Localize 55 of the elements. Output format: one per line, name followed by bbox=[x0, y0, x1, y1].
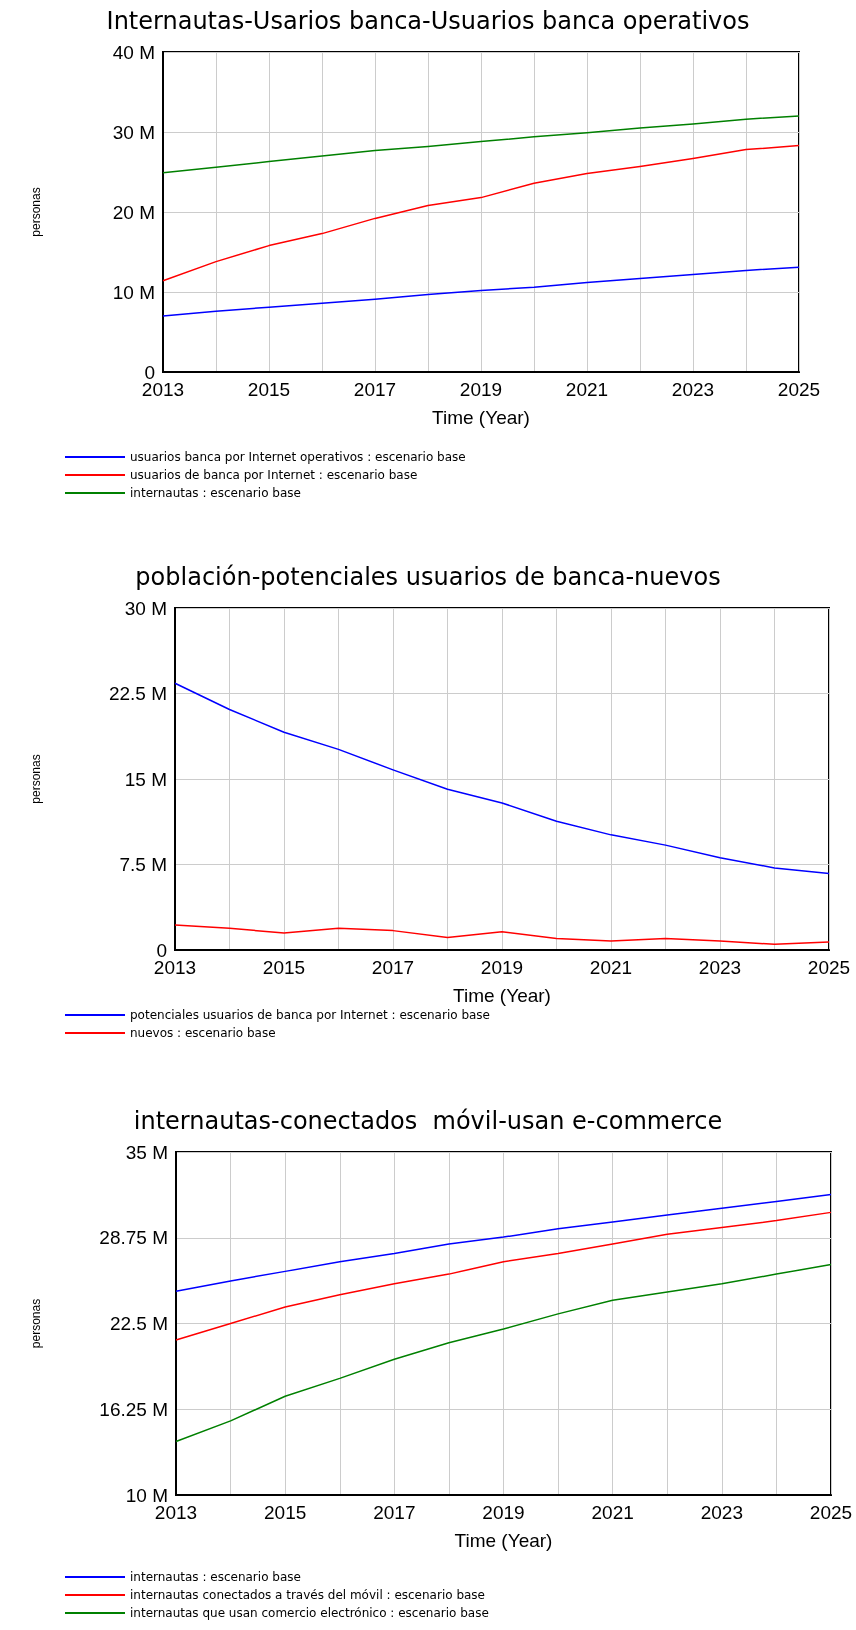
legend-label: internautas : escenario base bbox=[130, 486, 301, 500]
x-tick-label: 2023 bbox=[698, 957, 742, 978]
legend-label: potenciales usuarios de banca por Internet : escenario base bbox=[130, 1008, 490, 1022]
y-tick-label: 30 M bbox=[124, 597, 167, 619]
x-axis-title: Time (Year) bbox=[454, 1530, 553, 1551]
chart-title: Internautas-Usarios banca-Usuarios banca operativos bbox=[106, 7, 750, 35]
x-tick-label: 2017 bbox=[371, 957, 415, 978]
y-axis-title: personas bbox=[29, 1298, 43, 1349]
y-tick-label: 28.75 M bbox=[99, 1227, 168, 1249]
x-tick-label: 2019 bbox=[480, 957, 524, 978]
legend-label: internautas conectados a través del móvil : escenario base bbox=[130, 1588, 485, 1602]
chart-title: internautas-conectados móvil-usan e-commerce bbox=[133, 1107, 723, 1135]
x-tick-label: 2025 bbox=[809, 1502, 853, 1523]
x-tick-label: 2017 bbox=[353, 379, 397, 400]
x-tick-label: 2017 bbox=[373, 1502, 416, 1523]
y-tick-label: 30 M bbox=[112, 121, 155, 143]
x-tick-label: 2023 bbox=[700, 1502, 743, 1523]
line-series bbox=[162, 115, 800, 174]
line-series bbox=[162, 144, 800, 282]
y-tick-label: 40 M bbox=[112, 41, 155, 63]
y-tick-label: 22.5 M bbox=[108, 683, 167, 704]
x-tick-label: 2019 bbox=[459, 379, 503, 400]
x-tick-label: 2025 bbox=[777, 379, 821, 400]
y-tick-label: 15 M bbox=[124, 768, 167, 790]
x-tick-label: 2015 bbox=[247, 379, 291, 400]
x-axis-title: Time (Year) bbox=[432, 407, 530, 428]
y-tick-label: 10 M bbox=[112, 281, 155, 303]
y-tick-label: 35 M bbox=[125, 1141, 168, 1163]
line-series bbox=[174, 924, 830, 946]
x-tick-label: 2021 bbox=[589, 957, 633, 978]
legend-label: usuarios de banca por Internet : escenario base bbox=[130, 468, 418, 482]
legend-label: internautas : escenario base bbox=[130, 1570, 301, 1584]
y-axis-title: personas bbox=[29, 187, 43, 237]
x-tick-label: 2021 bbox=[565, 379, 609, 400]
x-tick-label: 2015 bbox=[264, 1502, 307, 1523]
legend-label: usuarios banca por Internet operativos : escenario base bbox=[130, 450, 466, 464]
line-series bbox=[175, 1193, 832, 1293]
y-axis-title: personas bbox=[29, 754, 43, 804]
line-series bbox=[175, 1263, 832, 1443]
chart-title: población-potenciales usuarios de banca-nuevos bbox=[135, 563, 721, 591]
y-tick-label: 20 M bbox=[112, 201, 155, 223]
y-tick-label: 22.5 M bbox=[109, 1313, 168, 1334]
legend-label: internautas que usan comercio electrónico : escenario base bbox=[130, 1606, 489, 1620]
line-series bbox=[162, 266, 800, 317]
x-tick-label: 2019 bbox=[482, 1502, 525, 1523]
line-series bbox=[174, 682, 830, 875]
x-tick-label: 2023 bbox=[671, 379, 715, 400]
x-tick-label: 2021 bbox=[591, 1502, 634, 1523]
line-series bbox=[175, 1211, 832, 1341]
x-axis-title: Time (Year) bbox=[453, 985, 551, 1006]
y-tick-label: 7.5 M bbox=[119, 854, 167, 875]
x-tick-label: 2015 bbox=[262, 957, 306, 978]
legend-label: nuevos : escenario base bbox=[130, 1026, 276, 1040]
y-tick-label: 16.25 M bbox=[99, 1398, 168, 1420]
x-tick-label: 2025 bbox=[807, 957, 851, 978]
